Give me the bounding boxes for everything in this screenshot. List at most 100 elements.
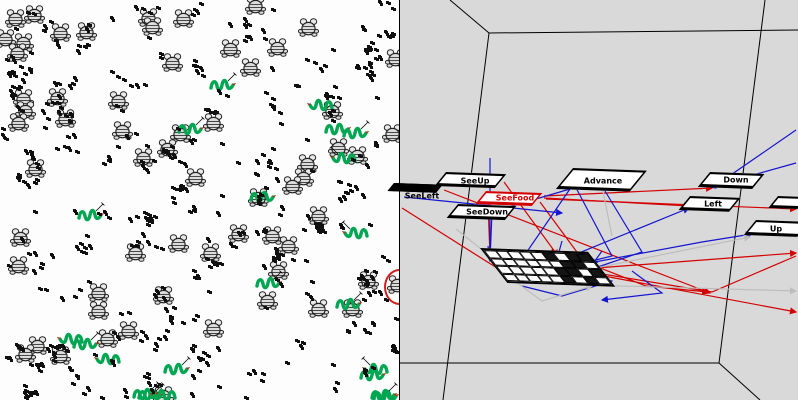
fly-agent xyxy=(27,251,31,255)
fly-agent xyxy=(211,260,215,264)
fly-agent xyxy=(33,270,37,274)
frog-icon xyxy=(4,9,27,28)
fly-agent xyxy=(190,140,194,144)
fly-agent xyxy=(367,292,371,296)
fly-agent xyxy=(11,69,15,73)
fly-agent xyxy=(70,381,74,385)
fly-agent xyxy=(275,252,279,256)
fly-agent xyxy=(148,11,152,15)
fly-agent xyxy=(12,92,16,96)
snake-icon xyxy=(255,270,283,290)
fly-agent xyxy=(30,157,34,161)
frog-agent xyxy=(87,283,110,302)
fly-agent xyxy=(302,228,306,232)
fly-agent xyxy=(39,262,43,266)
fly-agent xyxy=(381,255,385,259)
fly-agent xyxy=(201,74,205,77)
fly-agent xyxy=(148,381,152,385)
fly-agent xyxy=(53,353,57,357)
fly-agent xyxy=(264,186,268,190)
frog-icon xyxy=(23,5,46,24)
frog-icon xyxy=(87,301,110,320)
fly-agent xyxy=(304,291,308,295)
frog-agent xyxy=(14,344,37,363)
fly-agent xyxy=(147,218,151,222)
fly-agent xyxy=(354,66,358,70)
fly-agent xyxy=(203,108,207,112)
fly-agent xyxy=(224,94,228,98)
frog-icon xyxy=(161,53,184,72)
fly-agent xyxy=(43,288,47,292)
fly-agent xyxy=(367,48,371,52)
fly-agent xyxy=(275,250,279,254)
fly-agent xyxy=(14,26,18,30)
fly-agent xyxy=(75,374,79,378)
fly-agent xyxy=(10,54,14,58)
fly-agent xyxy=(371,275,375,279)
agents-world-view[interactable] xyxy=(0,0,401,400)
fly-agent xyxy=(361,298,365,302)
fly-agent xyxy=(7,263,11,267)
fly-agent xyxy=(371,366,375,369)
fly-agent xyxy=(372,270,376,274)
fly-agent xyxy=(119,312,123,316)
fly-agent xyxy=(109,359,113,363)
fly-agent xyxy=(144,335,148,339)
frog-icon xyxy=(386,275,399,294)
fly-agent xyxy=(244,395,248,399)
snake-icon xyxy=(249,190,276,204)
frog-icon xyxy=(384,49,399,68)
fly-agent xyxy=(375,96,379,100)
fly-agent xyxy=(247,23,251,27)
snake-agent xyxy=(370,382,398,400)
frog-icon xyxy=(107,91,130,110)
fly-agent xyxy=(96,211,100,215)
snake-icon xyxy=(335,291,363,311)
fly-agent xyxy=(35,390,39,394)
fly-agent xyxy=(372,289,376,293)
snake-agent xyxy=(72,331,100,352)
fly-agent xyxy=(360,274,364,278)
fly-agent xyxy=(369,41,373,45)
fly-agent xyxy=(4,58,8,62)
fly-agent xyxy=(214,260,218,264)
frog-agent xyxy=(4,9,27,28)
fly-agent xyxy=(170,144,174,148)
neural-link-red xyxy=(569,249,798,271)
fly-agent xyxy=(10,89,14,93)
fly-agent xyxy=(107,216,111,220)
fly-agent xyxy=(139,159,143,163)
fly-agent xyxy=(295,338,299,342)
fly-agent xyxy=(93,353,97,357)
fly-agent xyxy=(33,181,37,185)
fly-agent xyxy=(177,160,181,164)
fly-agent xyxy=(318,222,322,226)
fly-agent xyxy=(206,290,210,294)
fly-agent xyxy=(262,264,266,268)
fly-agent xyxy=(199,357,203,361)
fly-agent xyxy=(220,193,224,197)
fly-agent xyxy=(274,246,278,250)
fly-agent xyxy=(320,229,324,233)
fly-agent xyxy=(146,375,150,379)
fly-agent xyxy=(143,375,147,379)
brain-3d-view[interactable]: SeeUp SeeLeft SeeDown SeeFood Advance Down Lef… xyxy=(387,0,798,400)
frog-agent xyxy=(202,319,225,338)
fly-agent xyxy=(85,234,89,238)
fly-agent xyxy=(315,226,319,230)
frog-agent xyxy=(244,0,267,15)
fly-agent xyxy=(267,160,271,164)
fly-agent xyxy=(362,278,366,282)
fly-agent xyxy=(83,245,87,249)
snake-icon xyxy=(77,202,105,222)
snake-agent xyxy=(150,385,177,400)
fly-agent xyxy=(261,28,265,32)
fly-agent xyxy=(86,279,90,283)
fly-agent xyxy=(379,290,383,294)
fly-agent xyxy=(191,209,195,213)
snake-icon xyxy=(57,332,84,346)
fly-agent xyxy=(207,109,211,113)
fly-agent xyxy=(33,209,37,213)
fly-agent xyxy=(70,81,74,85)
fly-agent xyxy=(201,351,205,355)
